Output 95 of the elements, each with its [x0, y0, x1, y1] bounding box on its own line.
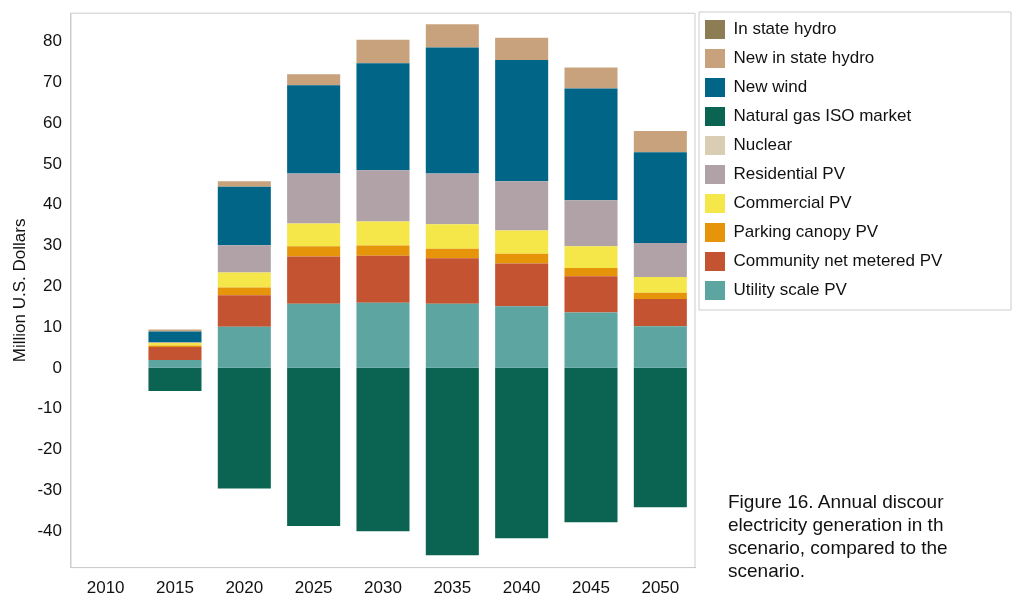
- bar: [356, 302, 410, 368]
- bar: [217, 326, 271, 368]
- bar: [564, 267, 618, 277]
- x-tick-label: 2010: [86, 578, 125, 598]
- bar: [287, 256, 341, 304]
- bar: [148, 360, 202, 368]
- legend-label: New wind: [733, 77, 808, 97]
- y-tick-label: -30: [37, 479, 62, 499]
- legend-label: Residential PV: [733, 164, 846, 184]
- bar: [356, 367, 410, 532]
- x-tick-label: 2045: [572, 578, 610, 598]
- bar: [633, 292, 687, 299]
- y-tick-label: -40: [37, 520, 62, 540]
- bar: [495, 263, 549, 307]
- bar: [425, 24, 479, 48]
- bar: [495, 37, 549, 61]
- legend-label: New in state hydro: [733, 48, 875, 68]
- bar: [287, 85, 341, 174]
- bar: [564, 312, 618, 368]
- bar: [217, 272, 271, 288]
- bar: [287, 303, 341, 368]
- bar: [425, 258, 479, 304]
- bar: [564, 200, 618, 247]
- y-tick-label: -20: [37, 439, 62, 459]
- bar: [633, 243, 687, 277]
- bar: [287, 246, 341, 257]
- x-tick-label: 2015: [156, 578, 194, 598]
- bar: [287, 74, 341, 86]
- bar: [633, 298, 687, 327]
- bar: [217, 181, 271, 187]
- x-tick-label: 2040: [502, 578, 541, 598]
- bar: [217, 295, 271, 327]
- bar: [495, 367, 549, 539]
- bar: [425, 224, 479, 249]
- bar: [495, 230, 549, 254]
- bar: [495, 60, 549, 182]
- bar: [356, 39, 410, 64]
- bar: [356, 63, 410, 171]
- bar: [425, 367, 479, 556]
- y-tick-label: 80: [43, 31, 62, 51]
- legend-label: Utility scale PV: [733, 280, 848, 300]
- bar: [495, 306, 549, 368]
- bar: [633, 152, 687, 244]
- bar: [425, 248, 479, 259]
- y-tick-label: 10: [43, 316, 62, 336]
- bar: [425, 303, 479, 368]
- bar: [633, 326, 687, 368]
- bar: [217, 245, 271, 273]
- bar: [356, 170, 410, 222]
- x-tick-label: 2035: [433, 578, 472, 598]
- y-tick-label: 50: [43, 153, 62, 173]
- y-tick-label: 40: [43, 194, 62, 214]
- bar: [217, 367, 271, 489]
- bar: [217, 186, 271, 246]
- x-tick-label: 2025: [294, 578, 333, 598]
- y-tick-label: 70: [43, 72, 62, 92]
- legend-label: Nuclear: [733, 135, 793, 155]
- bar: [564, 88, 618, 201]
- legend-label: Community net metered PV: [733, 251, 943, 271]
- legend-label: In state hydro: [733, 19, 837, 39]
- legend-label: Natural gas ISO market: [733, 106, 912, 126]
- legend-label: Parking canopy PV: [733, 222, 879, 242]
- y-axis-title: Million U.S. Dollars: [9, 218, 29, 363]
- caption: Figure 16. Annual discour electricity generation in th scenario, compared to the scenario.: [728, 490, 949, 582]
- bar: [217, 287, 271, 296]
- bar: [425, 173, 479, 225]
- bar: [287, 173, 341, 224]
- bar: [356, 245, 410, 256]
- bar: [356, 255, 410, 303]
- bar: [287, 223, 341, 247]
- bar: [148, 329, 202, 332]
- bar: [564, 367, 618, 523]
- bar: [148, 367, 202, 392]
- y-tick-label: 0: [52, 357, 62, 377]
- bar: [425, 47, 479, 174]
- y-tick-label: 20: [43, 276, 62, 296]
- bar: [633, 131, 687, 153]
- bar: [564, 67, 618, 89]
- bar: [287, 367, 341, 527]
- x-tick-label: 2020: [225, 578, 264, 598]
- bar: [633, 367, 687, 508]
- bar: [633, 276, 687, 293]
- y-tick-label: 60: [43, 112, 62, 132]
- bar: [356, 221, 410, 246]
- bar: [148, 347, 202, 361]
- bar: [495, 253, 549, 264]
- y-tick-label: 30: [43, 235, 62, 255]
- x-tick-label: 2050: [641, 578, 680, 598]
- bar: [495, 181, 549, 231]
- x-tick-label: 2030: [364, 578, 402, 598]
- bar: [148, 331, 202, 343]
- bar: [564, 246, 618, 268]
- legend-label: Commercial PV: [733, 193, 853, 213]
- y-tick-label: -10: [37, 398, 62, 418]
- bar: [564, 276, 618, 313]
